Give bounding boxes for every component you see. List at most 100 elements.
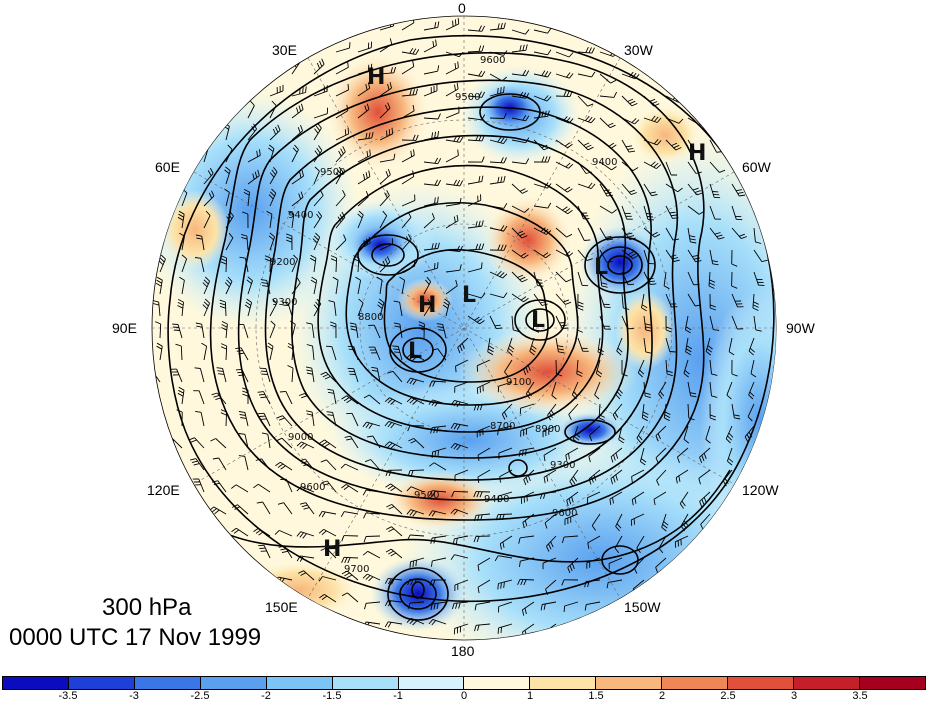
colorbar-tick-label: 2.5	[720, 690, 735, 702]
contour-label: 9400	[592, 157, 617, 168]
wind-barb-flag	[389, 129, 390, 135]
wind-barb-flag	[498, 88, 499, 94]
wind-barb-flag	[348, 128, 349, 134]
low-pressure-marker: L	[594, 255, 608, 280]
wind-barb	[226, 258, 227, 272]
wind-barb-flag	[295, 60, 298, 65]
wind-barb-flag	[538, 286, 544, 287]
longitude-label-120e: 120E	[147, 482, 180, 498]
wind-barb-flag	[387, 131, 388, 137]
pressure-level-label: 300 hPa	[102, 594, 191, 622]
colorbar-tick-label: 3.5	[852, 690, 867, 702]
colorbar-box	[2, 677, 69, 689]
wind-barb-flag	[435, 263, 436, 269]
longitude-label-30e: 30E	[272, 42, 297, 58]
wind-barb-flag	[303, 87, 304, 93]
wind-barb-flag	[410, 562, 411, 568]
colorbar-tick-label: 1	[527, 690, 533, 702]
high-pressure-marker: H	[418, 293, 436, 318]
wind-barb-flag	[564, 606, 565, 612]
colorbar-box	[728, 677, 794, 689]
wind-barb-flag	[646, 214, 652, 215]
longitude-label-60w: 60W	[742, 159, 771, 175]
wind-barb-flag	[453, 21, 454, 27]
wind-barb-flag	[495, 325, 501, 326]
wind-barb-flag	[438, 262, 439, 268]
wind-barb-flag	[438, 450, 439, 456]
wind-barb-flag	[648, 219, 654, 220]
colorbar-tick-label: -2	[261, 690, 271, 702]
contour-label: 9500	[320, 167, 345, 178]
wind-barb-flag	[561, 325, 567, 326]
wind-barb-flag	[350, 42, 351, 48]
wind-barb-flag	[416, 560, 417, 566]
wind-barb-flag	[545, 632, 546, 638]
wind-barb	[556, 96, 570, 97]
valid-time-label: 0000 UTC 17 Nov 1999	[9, 624, 261, 652]
wind-barb-flag	[393, 20, 394, 26]
wind-barb-flag	[647, 217, 653, 218]
high-pressure-marker: H	[323, 537, 341, 562]
wind-barb-flag	[536, 280, 542, 281]
wind-barb-flag	[300, 88, 301, 94]
longitude-label-0: 0	[458, 0, 466, 16]
wind-barb-flag	[173, 327, 179, 328]
wind-barb-flag	[458, 18, 459, 24]
colorbar-tick-label: -3	[129, 690, 139, 702]
wind-barb-flag	[203, 145, 208, 149]
colorbar-box	[69, 677, 135, 689]
wind-barb	[454, 491, 468, 492]
wind-barb	[270, 258, 271, 272]
wind-barb-flag	[393, 349, 399, 350]
wind-barb-flag	[456, 366, 457, 372]
contour-label: 9700	[344, 564, 369, 575]
longitude-label-60e: 60E	[155, 159, 180, 175]
contour-label: 9400	[484, 494, 509, 505]
colorbar-tick-label: 1.5	[588, 690, 603, 702]
wind-barb-flag	[392, 346, 398, 347]
high-pressure-marker: H	[367, 65, 385, 90]
wind-barb-flag	[584, 240, 590, 241]
wind-barb-flag	[628, 284, 634, 285]
wind-barb-flag	[236, 369, 242, 370]
colorbar-box	[333, 677, 399, 689]
longitude-label-150w: 150W	[624, 599, 661, 615]
wind-barb-flag	[455, 19, 456, 25]
colorbar-tick-label: -1	[393, 690, 403, 702]
wind-barb-flag	[391, 21, 392, 27]
wind-barb-flag	[550, 629, 552, 635]
colorbar-tick-label: -2.5	[191, 690, 210, 702]
colorbar-box	[464, 677, 530, 689]
contour-label: 9000	[288, 432, 313, 443]
colorbar-tick-label: -1.5	[323, 690, 342, 702]
colorbar-box	[267, 677, 333, 689]
contour-label: 8800	[358, 312, 383, 323]
longitude-label-90e: 90E	[112, 320, 137, 336]
wind-barb	[410, 579, 424, 580]
wind-barb-flag	[498, 628, 499, 634]
colorbar	[2, 676, 926, 690]
longitude-label-30w: 30W	[624, 42, 653, 58]
contour-label: 9600	[480, 55, 505, 66]
colorbar-box	[662, 677, 728, 689]
wind-barb-flag	[560, 322, 566, 323]
colorbar-tick-label: 0	[461, 690, 467, 702]
colorbar-tick-label: 2	[659, 690, 665, 702]
colorbar-box	[794, 677, 860, 689]
colorbar-box	[135, 677, 201, 689]
colorbar-tick-label: 3	[791, 690, 797, 702]
low-pressure-marker: L	[408, 339, 422, 364]
contour-label: 9400	[288, 210, 313, 221]
wind-barb-flag	[413, 561, 414, 567]
longitude-label-180: 180	[451, 643, 474, 659]
colorbar-box	[596, 677, 662, 689]
wind-barb-flag	[348, 84, 349, 90]
longitude-label-150e: 150E	[265, 599, 298, 615]
wind-barb-flag	[537, 283, 543, 284]
contour-label: 9600	[552, 508, 577, 519]
contour-label: 9500	[414, 490, 439, 501]
wind-barb-flag	[167, 438, 172, 440]
contour-label: 9300	[550, 460, 575, 471]
colorbar-box	[860, 677, 926, 689]
